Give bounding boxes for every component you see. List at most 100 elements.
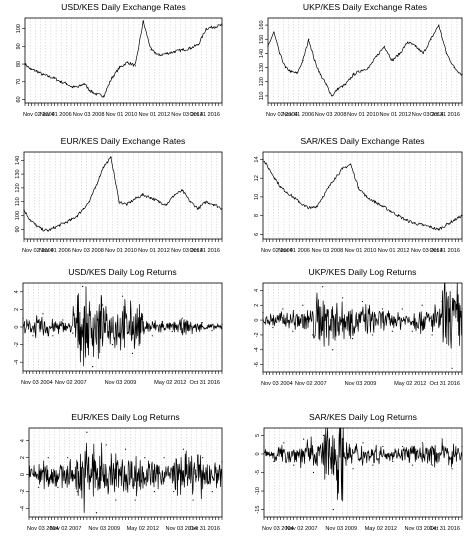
data-point: [131, 352, 134, 354]
data-point: [445, 52, 448, 55]
data-point: [441, 438, 443, 440]
data-point: [312, 334, 314, 336]
data-point: [304, 205, 306, 207]
x-tick-label: Nov 02 2007: [55, 380, 87, 386]
data-point: [48, 75, 50, 78]
x-tick-label: Nov 02 2004: [261, 248, 293, 254]
x-tick-label: Oct 31 2016: [430, 526, 460, 532]
data-point: [357, 186, 360, 189]
series-line: [22, 286, 223, 367]
data-point: [29, 219, 31, 221]
data-point: [121, 295, 124, 297]
data-point: [76, 214, 79, 217]
x-tick-label: Nov 01 2010: [347, 112, 379, 118]
series-line: [267, 25, 463, 96]
data-point: [153, 490, 156, 493]
data-point: [118, 201, 120, 203]
data-point: [197, 43, 199, 46]
data-point: [42, 313, 44, 315]
y-tick-label: 130: [15, 169, 21, 178]
data-point: [76, 490, 78, 493]
y-tick-label: 4: [254, 289, 260, 292]
plot-frame: [28, 427, 223, 518]
data-point: [158, 54, 160, 56]
data-point: [189, 201, 191, 203]
y-tick-label: 12: [254, 175, 260, 181]
data-point: [376, 55, 378, 57]
data-point: [141, 315, 143, 318]
data-point: [166, 52, 168, 55]
plot-frame: [262, 151, 463, 240]
data-point: [111, 344, 114, 346]
y-tick-label: 0: [255, 452, 261, 455]
x-tick-label: Nov 01 2010: [105, 248, 137, 254]
data-point: [332, 349, 334, 351]
x-tick-label: Nov 02 2004: [266, 112, 298, 118]
y-tick-label: 100: [16, 24, 22, 33]
y-tick-label: 2: [14, 308, 20, 311]
data-point: [83, 82, 85, 85]
data-point: [328, 186, 330, 189]
y-tick-label: 130: [259, 63, 265, 72]
x-tick-label: Nov 01 2006: [39, 248, 71, 254]
data-point: [274, 177, 276, 179]
y-tick-label: 0: [254, 319, 260, 322]
x-tick-label: Nov 01 2006: [40, 112, 72, 118]
x-tick-label: Nov 03 2009: [345, 381, 377, 387]
data-point: [381, 205, 383, 207]
data-point: [82, 208, 84, 210]
data-point: [126, 61, 129, 63]
x-tick-label: Nov 03 2009: [105, 380, 137, 386]
plot-frame: [22, 282, 223, 372]
data-point: [431, 464, 433, 466]
data-point: [171, 330, 173, 332]
data-point: [360, 69, 362, 72]
data-point: [407, 41, 409, 43]
y-tick-label: -15: [255, 506, 261, 514]
x-tick-label: Nov 01 2012: [379, 112, 411, 118]
data-point: [32, 335, 34, 337]
data-point: [421, 304, 423, 306]
y-tick-label: -2: [14, 342, 20, 347]
data-point: [151, 335, 153, 337]
data-point: [411, 330, 413, 332]
data-point: [272, 326, 274, 329]
data-point: [362, 442, 364, 444]
x-tick-label: Nov 01 2012: [378, 248, 410, 254]
x-tick-label: Nov 03 2014: [166, 526, 198, 532]
x-tick-label: Nov 03 2008: [315, 112, 347, 118]
data-point: [453, 219, 455, 221]
data-point: [144, 457, 146, 459]
data-point: [331, 95, 333, 97]
y-tick-label: 150: [259, 35, 265, 44]
data-point: [142, 20, 144, 23]
y-tick-label: 4: [20, 439, 26, 442]
x-tick-label: May 02 2012: [394, 381, 426, 387]
data-point: [349, 163, 352, 165]
data-point: [391, 330, 393, 332]
x-tick-label: Nov 03 2004: [261, 381, 293, 387]
chart-title: EUR/KES Daily Log Returns: [71, 412, 179, 422]
data-point: [441, 300, 443, 303]
data-point: [273, 31, 275, 33]
data-point: [126, 203, 128, 206]
chart-title: UKP/KES Daily Log Returns: [309, 267, 417, 277]
x-tick-label: Nov 02 2007: [286, 526, 318, 532]
x-tick-label: Nov 03 2014: [171, 112, 203, 118]
data-point: [47, 457, 49, 459]
data-point: [205, 28, 207, 30]
data-point: [72, 332, 74, 334]
data-point: [191, 332, 193, 334]
data-point: [57, 486, 59, 488]
data-point: [134, 499, 136, 501]
data-point: [292, 196, 294, 198]
data-point: [414, 45, 417, 47]
series-line: [262, 160, 463, 231]
data-point: [284, 66, 287, 69]
data-point: [211, 490, 213, 493]
data-point: [35, 224, 37, 226]
x-tick-label: Nov 03 2008: [72, 248, 104, 254]
data-point: [42, 74, 44, 76]
y-tick-label: 70: [16, 79, 22, 85]
data-point: [405, 219, 407, 221]
